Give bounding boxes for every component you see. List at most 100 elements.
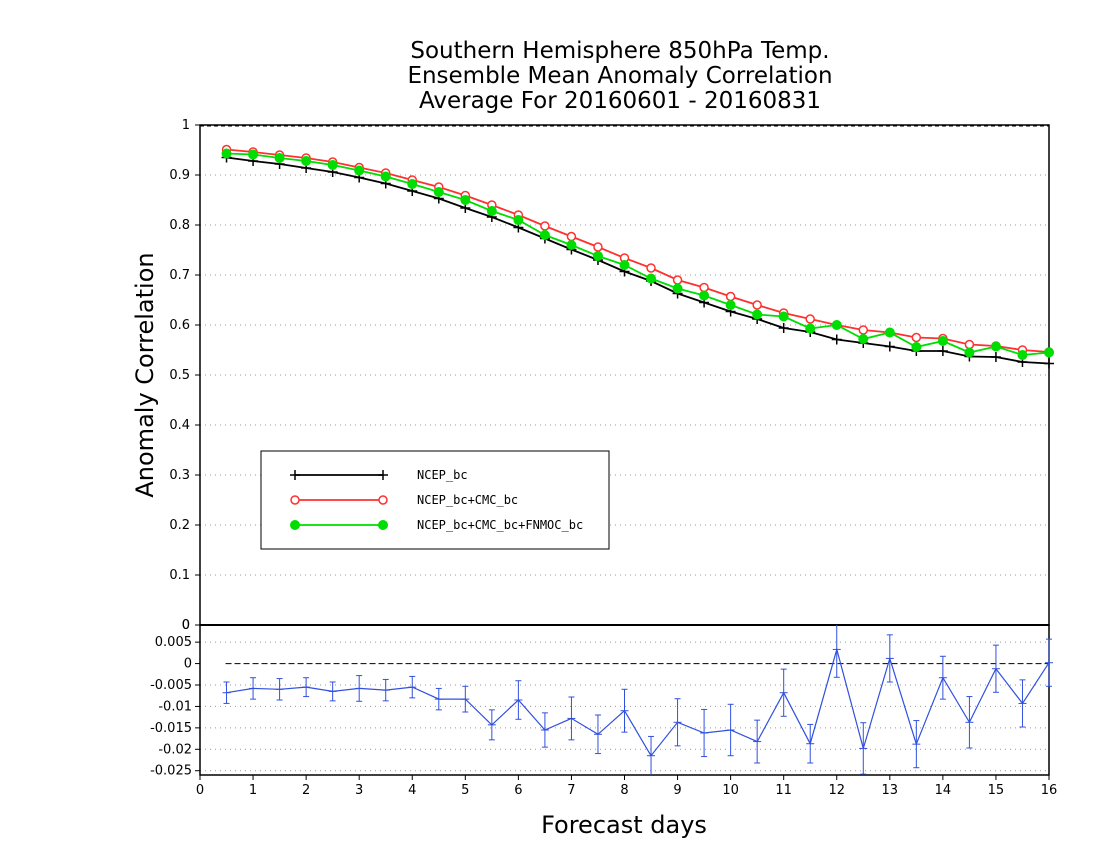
data-point [1044,358,1054,369]
error-bar [726,703,735,757]
error-bar [938,655,947,700]
legend-label: NCEP_bc+CMC_bc [417,493,518,507]
x-tick-label: 13 [882,783,899,798]
chart-title-line: Average For 20160601 - 20160831 [419,88,821,114]
data-point [407,179,418,189]
series-line [226,148,1050,353]
data-point [778,311,789,322]
error-bar [540,712,549,748]
y-tick-label: -0.01 [158,699,192,714]
error-bar [249,677,258,700]
y-tick-label: 0.3 [169,468,190,483]
x-tick-label: 7 [567,783,575,798]
data-point [858,325,869,335]
legend-label: NCEP_bc [417,468,468,482]
y-tick-label: -0.015 [150,721,192,736]
data-point [672,275,683,285]
data-point [858,334,869,344]
data-point [592,251,603,261]
error-bar [461,685,470,713]
y-tick-label: 0 [182,618,190,633]
error-bar [434,687,443,711]
data-point [539,230,550,240]
x-tick-label: 5 [461,783,469,798]
y-axis-label: Anomaly Correlation [131,252,159,497]
chart-title: Southern Hemisphere 850hPa Temp.Ensemble… [407,38,832,114]
y-tick-label: 0.005 [155,635,192,650]
series-3 [221,148,1054,360]
data-point [805,323,816,334]
error-bar [514,680,523,720]
y-tick-label: 0.2 [169,518,190,533]
legend-marker [378,520,388,530]
data-point [752,300,762,310]
x-tick-label: 4 [408,783,416,798]
error-bar [275,678,284,701]
data-point [566,231,577,242]
x-tick-label: 15 [988,783,1005,798]
x-tick-label: 8 [620,783,628,798]
error-bar [1018,679,1027,728]
error-bar [408,675,417,699]
error-bar [753,719,762,764]
data-point [566,240,577,250]
error-bar [222,681,231,704]
difference-series [222,625,1053,775]
legend-label: NCEP_bc+CMC_bc+FNMOC_bc [417,518,583,532]
legend-entry: NCEP_bc+CMC_bc [290,493,518,507]
y-tick-label: -0.025 [150,764,192,779]
x-tick-label: 12 [828,783,845,798]
data-point [327,160,338,170]
data-point [221,148,232,159]
data-point [646,263,656,273]
legend-marker [290,520,300,530]
error-bar [593,714,602,755]
x-tick-label: 14 [935,783,952,798]
data-point [301,156,312,166]
y-tick-label: 0.8 [169,218,190,233]
series-2 [221,144,1054,357]
data-point [805,314,815,324]
legend-marker [378,495,388,505]
data-point [725,300,736,310]
legend-entry: NCEP_bc [290,468,468,482]
x-tick-label: 16 [1041,783,1058,798]
y-tick-label: 0.5 [169,368,190,383]
error-bar [328,681,337,702]
data-point [1044,347,1054,358]
data-point [964,347,975,358]
x-tick-label: 11 [775,783,792,798]
error-bar [302,677,311,698]
y-tick-label: 1 [182,118,190,133]
error-bar [381,678,390,702]
data-point [937,346,948,356]
anomaly-correlation-panel: 0 0.1 0.2 0.3 0.4 0.5 0.6 0.7 0.8 0.9 1 [169,118,1054,633]
top-panel-zero-label: 0 [182,618,190,633]
y-tick-label: 0.6 [169,318,190,333]
error-bar [779,668,788,717]
error-bar [355,675,364,702]
data-point [380,171,391,182]
x-tick-label: 1 [249,783,257,798]
data-point [593,242,603,252]
y-tick-label: 0 [184,657,192,672]
difference-line [226,647,1050,757]
x-tick-label: 3 [355,783,363,798]
data-point [540,221,550,231]
data-point [1017,350,1028,360]
chart-title-line: Southern Hemisphere 850hPa Temp. [410,38,829,64]
error-bar [487,709,496,741]
y-tick-label: 0.1 [169,568,190,583]
x-tick-label: 6 [514,783,522,798]
data-point [884,327,895,338]
data-point [831,320,842,330]
y-tick-label: 0.4 [169,418,190,433]
data-point [619,260,630,270]
series-1 [221,152,1054,369]
error-bar [647,735,656,775]
plot-frame [199,124,1050,626]
data-point [964,339,975,350]
y-tick-label: 0.9 [169,168,190,183]
